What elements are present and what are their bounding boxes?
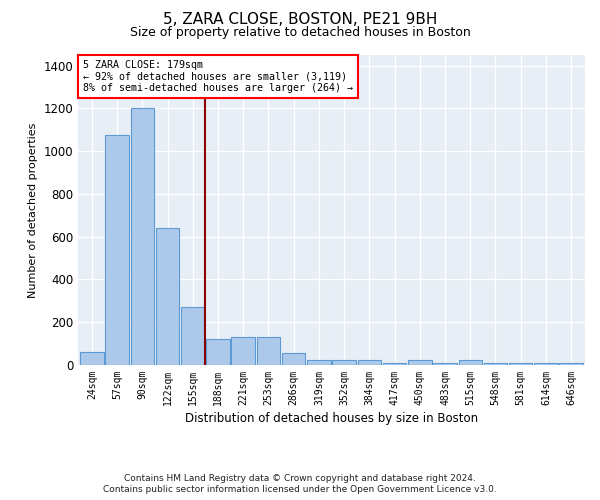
Bar [408,360,431,365]
Bar [433,364,457,365]
Bar [484,364,507,365]
Bar [458,360,482,365]
Bar [358,360,381,365]
Y-axis label: Number of detached properties: Number of detached properties [28,122,38,298]
Bar [307,360,331,365]
Bar [131,108,154,365]
Bar [232,337,255,365]
Text: 5, ZARA CLOSE, BOSTON, PE21 9BH: 5, ZARA CLOSE, BOSTON, PE21 9BH [163,12,437,28]
Bar [282,353,305,365]
Bar [181,308,205,365]
Text: Contains HM Land Registry data © Crown copyright and database right 2024.
Contai: Contains HM Land Registry data © Crown c… [103,474,497,494]
Bar [80,352,104,365]
Bar [257,337,280,365]
Bar [534,364,557,365]
Bar [332,360,356,365]
X-axis label: Distribution of detached houses by size in Boston: Distribution of detached houses by size … [185,412,478,425]
Bar [509,364,532,365]
Bar [383,364,406,365]
Bar [559,364,583,365]
Text: Size of property relative to detached houses in Boston: Size of property relative to detached ho… [130,26,470,39]
Bar [106,135,129,365]
Text: 5 ZARA CLOSE: 179sqm
← 92% of detached houses are smaller (3,119)
8% of semi-det: 5 ZARA CLOSE: 179sqm ← 92% of detached h… [83,60,353,93]
Bar [206,340,230,365]
Bar [156,228,179,365]
